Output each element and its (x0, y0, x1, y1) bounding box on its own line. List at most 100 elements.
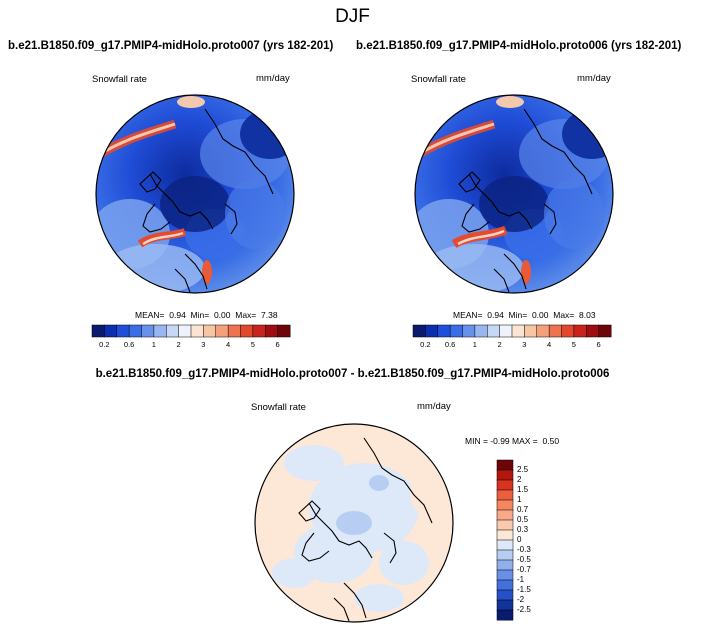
panel2-colorbar-swatch (449, 324, 463, 338)
panel2-mean-value: 0.94 (487, 310, 504, 320)
panel1-min-value: 0.00 (213, 310, 231, 320)
panel2-colorbar-swatch (499, 324, 513, 338)
panel2-colorbar-swatch (511, 324, 525, 338)
diff-colorbar-swatch (496, 539, 514, 551)
panel2-coastlines (458, 108, 593, 293)
panel1-colorbar-swatch (252, 324, 266, 338)
panel2-colorbar-swatch (586, 324, 600, 338)
diff-colorbar-tick-label: 1.5 (517, 485, 529, 494)
panel1-variable-label: Snowfall rate (92, 74, 147, 85)
panel1-colorbar-tick-label: 4 (226, 340, 231, 349)
diff-colorbar (496, 459, 514, 621)
diff-colorbar-swatch (496, 549, 514, 561)
panel1-map-border (95, 94, 295, 294)
panel2-min-value: 0.00 (531, 310, 549, 320)
diff-polar-map (254, 423, 454, 623)
panel2-map-border (414, 94, 614, 294)
diff-units-label: mm/day (417, 401, 451, 412)
diff-max-value: 0.50 (542, 436, 560, 446)
panel1-colorbar-tick-label: 3 (201, 340, 206, 349)
panel1-mean-value: 0.94 (169, 310, 186, 320)
diff-case-title: b.e21.B1850.f09_g17.PMIP4-midHolo.proto0… (95, 368, 610, 380)
panel2-max-value: 8.03 (579, 310, 596, 320)
panel2-colorbar-tick-label: 1 (472, 340, 477, 349)
panel2-colorbar-swatch (573, 324, 587, 338)
panel2-colorbar-swatch (425, 324, 439, 338)
diff-colorbar-swatch (496, 489, 514, 501)
diff-colorbar-swatch (496, 499, 514, 511)
diff-colorbar-tick-label: -2 (517, 595, 525, 604)
panel1-colorbar-swatch (240, 324, 254, 338)
panel1-max-value: 7.38 (261, 310, 278, 320)
diff-colorbar-tick-label: 2 (517, 475, 522, 484)
diff-colorbar-swatch (496, 479, 514, 491)
panel1-colorbar-labels: 0.2 0.6 1 2 3 4 5 6 (92, 340, 290, 352)
diff-colorbar-swatch (496, 609, 514, 621)
panel2-variable-label: Snowfall rate (411, 74, 466, 85)
panel2-colorbar-labels: 0.2 0.6 1 2 3 4 5 6 (413, 340, 611, 352)
diff-min-value: -0.99 (490, 436, 510, 446)
panel1-mean-label: MEAN= (135, 310, 165, 320)
diff-colorbar-tick-label: -1 (517, 575, 525, 584)
panel2-polar-map (414, 94, 614, 294)
panel2-stats: MEAN= 0.94 Min= 0.00 Max= 8.03 (453, 310, 596, 320)
panel1-coastlines (139, 108, 274, 293)
panel1-colorbar-swatch (265, 324, 279, 338)
panel1-case-title: b.e21.B1850.f09_g17.PMIP4-midHolo.proto0… (8, 40, 334, 52)
panel2-colorbar-swatch (437, 324, 451, 338)
diff-map-border (254, 423, 454, 623)
diff-colorbar-tick-label: 1 (517, 495, 522, 504)
panel2-case-title: b.e21.B1850.f09_g17.PMIP4-midHolo.proto0… (356, 40, 682, 52)
panel1-colorbar-tick-label: 0.2 (99, 340, 110, 349)
panel2-colorbar-tick-label: 6 (596, 340, 601, 349)
diff-colorbar-swatch (496, 569, 514, 581)
diff-colorbar-tick-label: -0.3 (517, 545, 531, 554)
diff-max-label: MAX = (512, 436, 538, 446)
panel1-colorbar-swatch (178, 324, 192, 338)
panel2-max-label: Max= (553, 310, 575, 320)
diff-colorbar-labels: 2.5 2 1.5 1 0.7 0.5 0.3 0 -0.3 -0.5 -0.7 -1 -1.5 -2 -2… (517, 460, 547, 620)
panel1-colorbar-tick-label: 2 (176, 340, 181, 349)
panel1-colorbar-swatch (153, 324, 167, 338)
diff-min-label: MIN = (465, 436, 488, 446)
diff-snowfall-field (255, 424, 453, 622)
panel1-colorbar-tick-label: 5 (250, 340, 255, 349)
diff-colorbar-swatch (496, 519, 514, 531)
diff-coastlines (298, 437, 433, 622)
diff-colorbar-tick-label: -0.7 (517, 565, 531, 574)
panel2-units-label: mm/day (577, 73, 611, 84)
diff-colorbar-tick-label: 0.3 (517, 525, 529, 534)
panel1-colorbar-tick-label: 6 (275, 340, 280, 349)
diff-stats: MIN = -0.99 MAX = 0.50 (465, 436, 559, 446)
diff-colorbar-swatch (496, 509, 514, 521)
diff-colorbar-swatch (496, 469, 514, 481)
panel1-colorbar-swatch (215, 324, 229, 338)
diff-colorbar-tick-label: 0.7 (517, 505, 529, 514)
diff-colorbar-tick-label: -1.5 (517, 585, 531, 594)
panel2-snowfall-field (415, 95, 613, 293)
panel1-units-label: mm/day (256, 73, 290, 84)
panel1-colorbar (91, 324, 291, 338)
panel2-colorbar-tick-label: 3 (522, 340, 527, 349)
panel2-colorbar-swatch (412, 324, 426, 338)
panel1-polar-map (95, 94, 295, 294)
diff-colorbar-tick-label: -0.5 (517, 555, 531, 564)
panel1-colorbar-swatch (116, 324, 130, 338)
panel2-colorbar-swatch (474, 324, 488, 338)
diff-colorbar-swatch (496, 529, 514, 541)
panel1-colorbar-swatch (277, 324, 291, 338)
panel1-max-label: Max= (235, 310, 257, 320)
panel2-colorbar-swatch (487, 324, 501, 338)
panel1-colorbar-swatch (91, 324, 105, 338)
season-title: DJF (335, 6, 370, 27)
panel1-min-label: Min= (190, 310, 210, 320)
diff-colorbar-swatch (496, 599, 514, 611)
diff-colorbar-swatch (496, 589, 514, 601)
panel2-colorbar (412, 324, 612, 338)
panel2-colorbar-tick-label: 4 (547, 340, 552, 349)
diff-colorbar-tick-label: 2.5 (517, 465, 529, 474)
panel2-colorbar-swatch (524, 324, 538, 338)
diff-variable-label: Snowfall rate (251, 402, 306, 413)
panel2-colorbar-swatch (561, 324, 575, 338)
panel2-colorbar-swatch (598, 324, 612, 338)
